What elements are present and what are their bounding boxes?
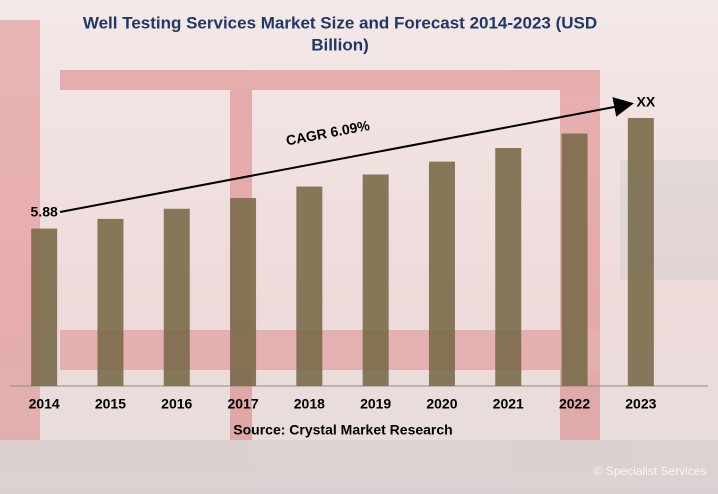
x-tick-label: 2016	[161, 396, 192, 412]
bar	[296, 186, 323, 386]
bar	[428, 161, 455, 386]
source: Source: Crystal Market Research	[233, 422, 452, 438]
x-tick-label: 2023	[625, 396, 656, 412]
x-tick-label: 2015	[95, 396, 126, 412]
bar	[230, 198, 257, 386]
x-tick-label: 2022	[559, 396, 590, 412]
x-tick-label: 2014	[29, 396, 60, 412]
x-tick-label: 2021	[493, 396, 524, 412]
bar	[362, 174, 389, 386]
watermark: © Specialist Services	[594, 464, 707, 478]
bar	[627, 118, 654, 386]
data-label: 5.88	[31, 204, 58, 220]
x-tick-label: 2018	[294, 396, 325, 412]
chart-title: Well Testing Services Market Size and Fo…	[83, 13, 597, 32]
background-photo	[0, 20, 718, 494]
x-tick-label: 2017	[227, 396, 258, 412]
bar	[561, 133, 588, 386]
cagr-arrow	[59, 97, 634, 213]
bar	[31, 228, 58, 386]
chart-title: Billion)	[311, 35, 369, 54]
bar	[495, 147, 522, 386]
bar	[97, 218, 124, 386]
end-label: XX	[637, 94, 656, 110]
bar	[163, 208, 190, 386]
x-tick-label: 2020	[426, 396, 457, 412]
x-tick-label: 2019	[360, 396, 391, 412]
